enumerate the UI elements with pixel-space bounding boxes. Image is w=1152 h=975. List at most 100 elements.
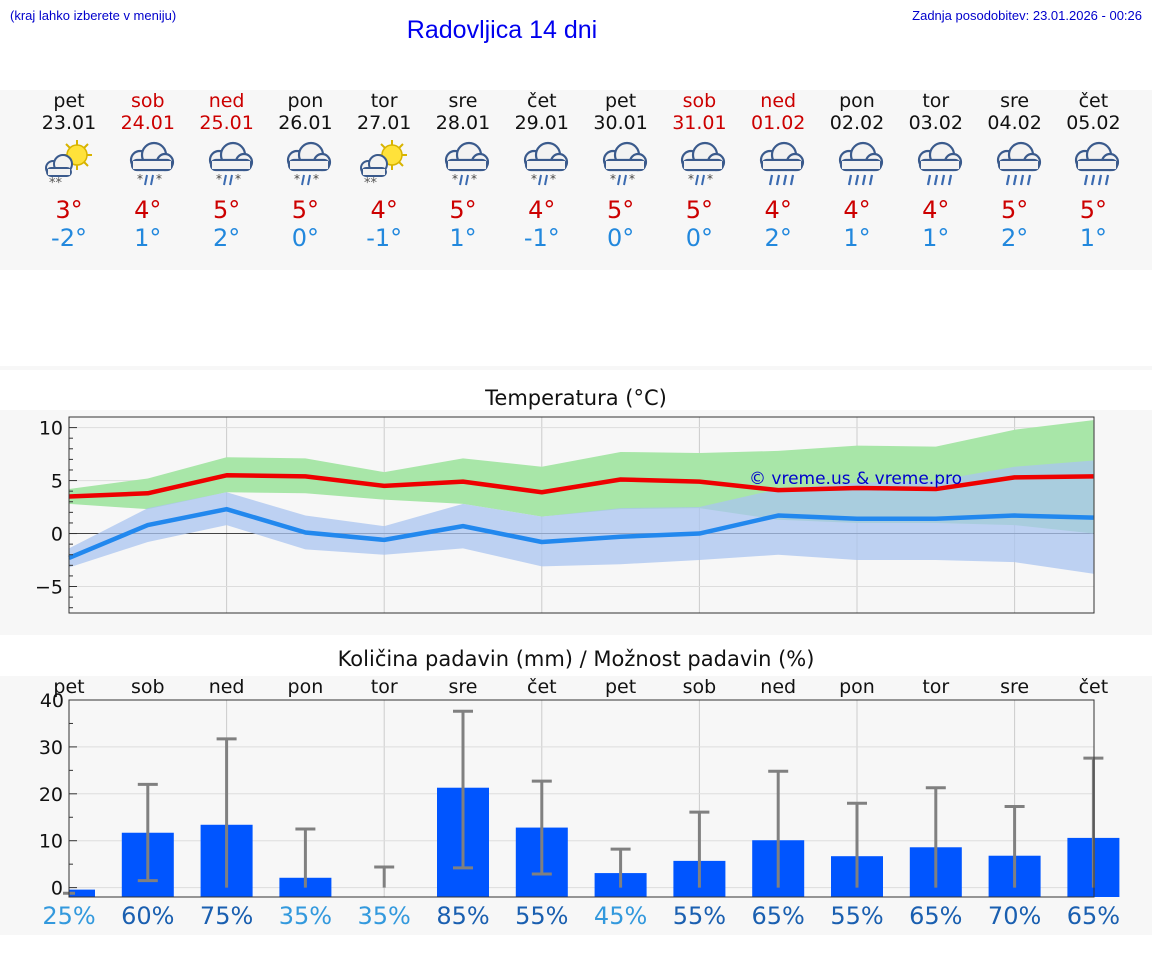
min-temperature: -2° bbox=[51, 224, 87, 252]
max-temperature: 4° bbox=[922, 196, 950, 224]
day-label: pon bbox=[839, 676, 875, 698]
y-tick-label: 0 bbox=[51, 524, 63, 546]
day-date: 26.01 bbox=[278, 112, 333, 134]
day-name: čet bbox=[1078, 90, 1109, 112]
day-name: pet bbox=[53, 90, 85, 112]
precipitation-bar-start bbox=[69, 889, 95, 897]
day-label: čet bbox=[527, 676, 557, 698]
day-label: sre bbox=[449, 676, 478, 698]
day-column: ned 25.01 * * 5° 2° bbox=[187, 90, 267, 252]
plot-frame bbox=[68, 699, 1095, 898]
precipitation-probability: 65% bbox=[751, 902, 805, 930]
svg-text:*: * bbox=[156, 172, 162, 186]
page-title: Radovljica 14 dni bbox=[406, 16, 598, 44]
day-name: sre bbox=[1000, 90, 1030, 112]
day-column: pet 30.01 * * 5° 0° bbox=[581, 90, 661, 252]
day-column: pon 02.02 4° 1° bbox=[817, 90, 897, 252]
probability-row: 25% 60% 75% 35% 35% 85% 55% 45% 55% 65% 55% 65% 70% 6… bbox=[0, 902, 1152, 936]
precipitation-probability: 35% bbox=[357, 902, 411, 930]
plot-frame bbox=[68, 416, 1095, 614]
day-label: sob bbox=[683, 676, 717, 698]
max-temperature: 4° bbox=[528, 196, 556, 224]
precipitation-probability: 70% bbox=[987, 902, 1042, 930]
last-updated: Zadnja posodobitev: 23.01.2026 - 00:26 bbox=[912, 8, 1142, 23]
day-name: tor bbox=[922, 90, 950, 112]
max-temperature: 5° bbox=[606, 196, 635, 224]
precipitation-probability: 60% bbox=[121, 902, 175, 930]
temperature-chart: 10 5 0 −5 © vreme.us & vreme.pro bbox=[35, 416, 1095, 614]
day-name: sre bbox=[448, 90, 478, 112]
day-date: 25.01 bbox=[199, 112, 254, 134]
svg-text:*: * bbox=[137, 172, 143, 186]
day-label: ned bbox=[760, 676, 796, 698]
y-tick-label: 40 bbox=[40, 690, 64, 712]
day-date: 24.01 bbox=[120, 112, 175, 134]
min-temperature: 0° bbox=[291, 224, 320, 252]
temperature-chart-title: Temperatura (°C) bbox=[485, 386, 667, 410]
svg-text:*: * bbox=[235, 172, 241, 186]
day-column: sob 24.01 * * 4° 1° bbox=[108, 90, 188, 252]
day-column: sob 31.01 * * 5° 0° bbox=[659, 90, 739, 252]
day-label: sob bbox=[131, 676, 165, 698]
precipitation-probability: 45% bbox=[593, 902, 648, 930]
precipitation-chart: pet sob ned pon tor sre čet pet sob ned pon tor sre č… bbox=[39, 676, 1120, 900]
day-column: čet 29.01 * * 4° -1° bbox=[502, 90, 582, 252]
min-temperature: 0° bbox=[685, 224, 714, 252]
max-temperature: 3° bbox=[55, 196, 83, 224]
day-column: pon 26.01 * * 5° 0° bbox=[265, 90, 345, 252]
day-name: ned bbox=[208, 90, 245, 112]
max-temperature: 5° bbox=[291, 196, 320, 224]
min-temperature: 1° bbox=[449, 224, 477, 252]
day-date: 30.01 bbox=[593, 112, 648, 134]
day-name: ned bbox=[760, 90, 797, 112]
max-temperature: 4° bbox=[843, 196, 871, 224]
precipitation-probability: 55% bbox=[515, 902, 569, 930]
y-tick-label: 30 bbox=[39, 737, 63, 759]
day-name: sob bbox=[131, 90, 165, 112]
max-temperature: 5° bbox=[212, 196, 241, 224]
day-date: 01.02 bbox=[750, 112, 806, 134]
day-column: sre 28.01 * * 5° 1° bbox=[423, 90, 503, 252]
svg-text:*: * bbox=[707, 172, 713, 186]
precipitation-probability: 55% bbox=[672, 902, 727, 930]
svg-text:*: * bbox=[531, 172, 537, 186]
precipitation-probability: 65% bbox=[1066, 902, 1121, 930]
day-label: pet bbox=[53, 676, 84, 698]
partly-sunny-snow-icon: ** bbox=[360, 140, 408, 188]
precipitation-probability: 75% bbox=[199, 902, 254, 930]
svg-text:*: * bbox=[294, 172, 300, 186]
svg-text:**: ** bbox=[364, 176, 378, 188]
cloud-sleet-icon: * * bbox=[681, 141, 726, 186]
svg-text:*: * bbox=[471, 172, 477, 186]
y-tick-label: −5 bbox=[35, 577, 63, 599]
svg-text:*: * bbox=[452, 172, 458, 186]
min-temperature: 0° bbox=[606, 224, 635, 252]
svg-text:*: * bbox=[629, 172, 635, 186]
tmax-line bbox=[68, 473, 1094, 499]
day-date: 27.01 bbox=[356, 112, 412, 134]
day-name: pon bbox=[287, 90, 324, 112]
cloud-rain-icon bbox=[917, 141, 962, 186]
max-temperature: 5° bbox=[449, 196, 477, 224]
max-temperature: 5° bbox=[1000, 196, 1029, 224]
max-temperature: 5° bbox=[685, 196, 714, 224]
watermark: © vreme.us & vreme.pro bbox=[749, 469, 962, 489]
cloud-sleet-icon: * * bbox=[444, 141, 490, 186]
svg-text:*: * bbox=[688, 172, 694, 186]
partly-sunny-snow-icon: ** bbox=[45, 140, 92, 188]
day-date: 04.02 bbox=[987, 112, 1042, 134]
day-column: tor 03.02 4° 1° bbox=[896, 90, 976, 252]
y-tick-label: 5 bbox=[51, 471, 63, 493]
svg-text:*: * bbox=[313, 172, 319, 186]
y-tick-label: 20 bbox=[39, 784, 63, 806]
day-date: 02.02 bbox=[829, 112, 885, 134]
y-tick-label: 10 bbox=[39, 418, 63, 440]
precipitation-probability: 35% bbox=[278, 902, 333, 930]
cloud-rain-icon bbox=[760, 141, 805, 186]
precipitation-probability: 85% bbox=[436, 902, 490, 930]
day-label: sre bbox=[1000, 676, 1029, 698]
day-label: ned bbox=[209, 676, 245, 698]
day-name: tor bbox=[370, 90, 398, 112]
day-column: tor 27.01 ** 4° -1° bbox=[344, 90, 424, 252]
svg-text:**: ** bbox=[49, 176, 63, 188]
